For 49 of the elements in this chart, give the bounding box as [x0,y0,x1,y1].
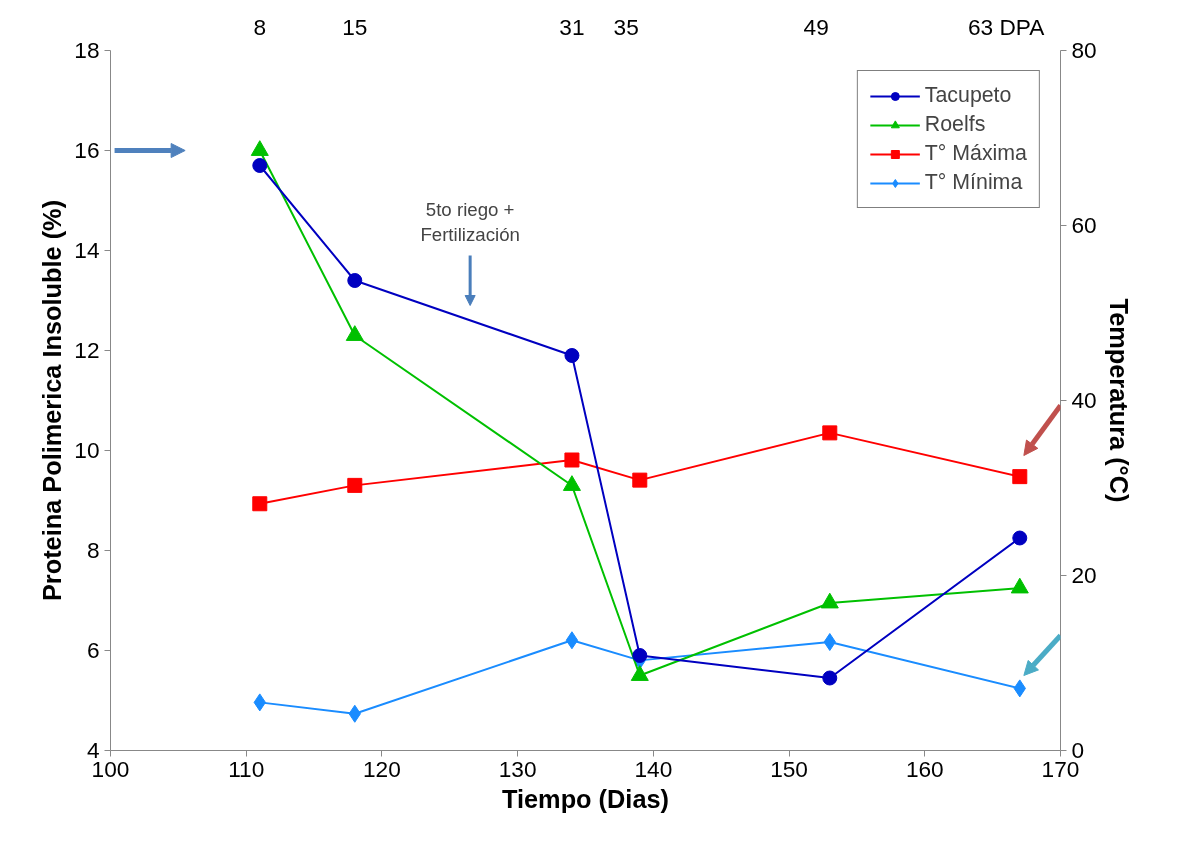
y-tick-label: 12 [74,337,100,363]
point [1010,577,1029,594]
point [820,592,839,609]
x-axis-title: Tiempo (Dias) [502,784,670,813]
y-tick-label: 18 [74,37,100,63]
point [347,477,363,493]
y2-axis-title: Temperatura (°C) [1104,298,1133,503]
x2-tick-label: 35 [613,13,639,40]
y2-tick-label: 60 [1071,212,1097,238]
x2-tick-label: 15 [342,13,368,40]
x-tick-label: 150 [770,755,808,782]
x2-tick-label: 63 DPA [968,13,1046,40]
point [822,425,838,441]
y-tick-label: 4 [86,737,100,763]
x-tick-label: 110 [228,755,265,782]
y-tick-label: 6 [86,637,100,663]
legend-label: T° Mínima [924,170,1023,195]
point [1012,469,1028,485]
legend-label: Tacupeto [924,83,1012,108]
x-tick-label: 160 [905,755,944,782]
point [562,475,581,491]
x2-tick-label: 49 [803,13,829,40]
y-tick-label: 16 [74,137,100,163]
x-tick-label: 130 [498,755,537,782]
point [564,348,580,363]
legend-label: Roelfs [924,112,986,137]
point [347,273,363,288]
x2-tick-label: 8 [253,13,267,40]
point [823,633,836,651]
y-tick-label: 8 [86,537,100,563]
x2-tick-label: 31 [559,13,585,40]
x-tick-label: 140 [634,755,673,782]
y2-tick-label: 80 [1071,37,1097,63]
point [252,496,268,512]
point [564,452,580,468]
point [345,325,364,341]
y2-tick-label: 20 [1071,562,1097,588]
point [252,158,268,173]
y2-tick-label: 40 [1071,387,1097,413]
point [630,665,649,681]
annotation: 5to riego + Fertilización [420,199,520,246]
y-tick-label: 14 [74,237,100,263]
point [1012,530,1028,546]
legend-label: T° Máxima [924,141,1027,166]
y-axis-title: Proteina Polimerica Insoluble (%) [38,199,67,602]
x-tick-label: 120 [363,755,401,782]
point [565,631,579,650]
y-tick-label: 10 [74,437,100,463]
point [632,472,648,488]
